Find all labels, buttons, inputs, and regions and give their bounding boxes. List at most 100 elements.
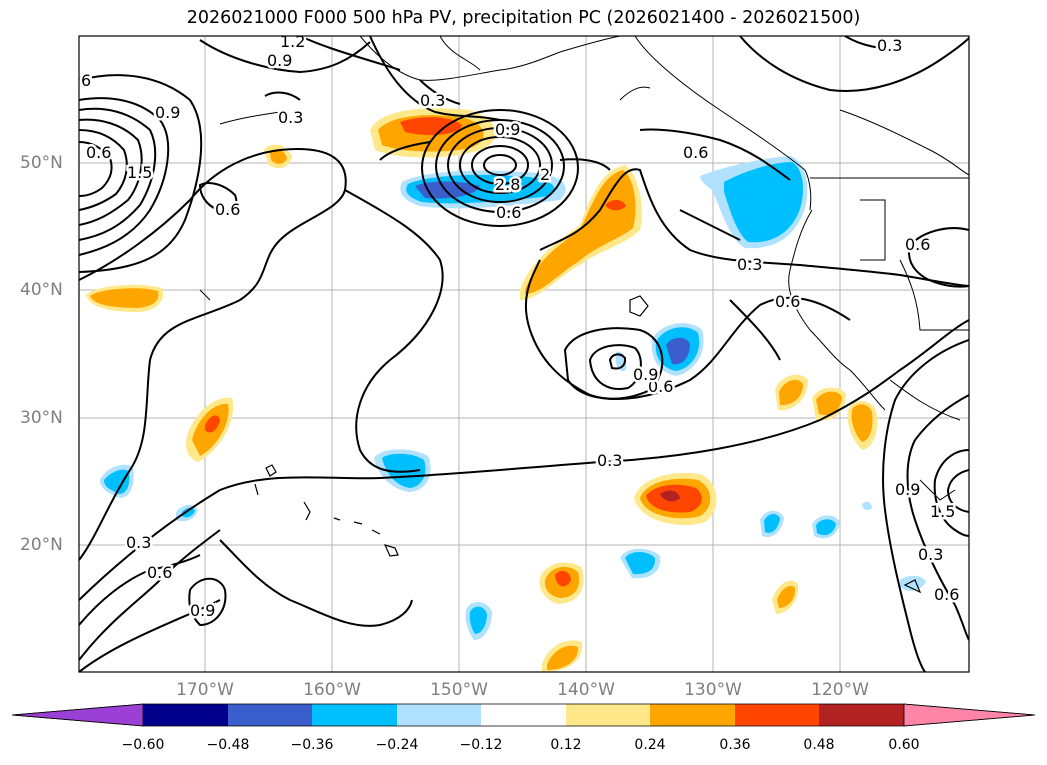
pv-contour <box>79 129 128 211</box>
pv-contour <box>188 577 227 627</box>
lat-label: 30°N <box>20 408 63 428</box>
contour-label: 1.5 <box>930 502 955 521</box>
colorbar-segment <box>735 704 819 726</box>
map-title: 2026021000 F000 500 hPa PV, precipitatio… <box>186 8 861 28</box>
precip-blob <box>270 149 287 164</box>
precip-blob <box>900 575 926 591</box>
contour-label: 0.6 <box>934 585 959 604</box>
pv-contour <box>739 36 969 92</box>
lon-label: 150°W <box>430 680 488 700</box>
contour-label: 1.2 <box>280 32 305 51</box>
colorbar-segment <box>566 704 650 726</box>
precip-blob <box>205 415 220 433</box>
islands <box>254 295 922 594</box>
contour-label: 0.9 <box>495 120 520 139</box>
lon-label: 140°W <box>557 680 615 700</box>
precip-blob <box>816 519 836 536</box>
pv-contour <box>79 118 143 226</box>
contour-label: 6 <box>81 71 91 90</box>
colorbar-segment <box>312 704 397 726</box>
contour-label: 0.3 <box>420 91 445 110</box>
colorbar-segment <box>650 704 735 726</box>
pv-contour <box>459 136 541 194</box>
contour-label-group: 1.2 0.9 0.3 0.9 0.3 0.6 0.6 0.3 0.9 2.8 … <box>79 32 962 623</box>
pv-contour <box>79 97 170 256</box>
pv-contour <box>471 145 529 185</box>
pv-contour <box>299 36 401 71</box>
precip-positive-shading <box>86 108 878 672</box>
precip-blob <box>547 645 579 670</box>
pv-contour <box>729 299 781 361</box>
lon-label: 130°W <box>684 680 742 700</box>
colorbar-tick-label: 0.48 <box>803 737 835 753</box>
colorbar <box>11 703 1036 727</box>
contour-label: 2.8 <box>495 175 520 194</box>
precip-blob <box>525 170 636 294</box>
contour-label: 0.6 <box>648 377 673 396</box>
precip-blob <box>851 404 873 442</box>
lon-label: 160°W <box>303 680 361 700</box>
precip-blob <box>469 606 487 634</box>
lat-label: 40°N <box>20 280 63 300</box>
pv-contour <box>608 353 627 370</box>
precip-blob <box>777 585 796 608</box>
map-frame <box>78 35 970 673</box>
colorbar-tick-label: −0.12 <box>459 737 503 753</box>
pv-contour <box>79 74 203 273</box>
pv-contour <box>198 182 238 213</box>
coastlines <box>199 36 969 501</box>
pv-contour <box>79 148 347 561</box>
colorbar-tick-label: −0.24 <box>375 737 419 753</box>
lat-label: 50°N <box>20 153 63 173</box>
lon-label: 120°W <box>811 680 869 700</box>
pv-contour <box>563 327 664 400</box>
contour-label: 0.3 <box>877 36 902 55</box>
precip-blob <box>90 288 159 308</box>
precip-blob <box>182 507 195 518</box>
contour-label: 0.6 <box>496 203 521 222</box>
precip-blob <box>555 570 571 587</box>
colorbar-segment <box>397 704 481 726</box>
contour-label: 0.6 <box>215 200 240 219</box>
lon-label: 170°W <box>176 680 234 700</box>
precip-blob <box>862 501 872 511</box>
contour-label: 0.9 <box>155 103 180 122</box>
pv-contour <box>908 227 969 288</box>
contour-label: 0.9 <box>895 480 920 499</box>
pv-contour <box>906 394 969 641</box>
precip-negative-shading <box>100 156 926 640</box>
pv-contour <box>844 36 901 50</box>
contour-label: 0.6 <box>683 143 708 162</box>
pv-contour <box>559 158 611 171</box>
pv-contour <box>79 529 221 661</box>
lat-label: 20°N <box>20 535 63 555</box>
colorbar-tick-label: 0.12 <box>550 737 582 753</box>
pv-contour <box>79 319 969 601</box>
colorbar-segment <box>819 704 904 726</box>
precip-blob <box>764 513 780 533</box>
precip-blob <box>660 490 680 502</box>
contour-label: 1.5 <box>127 163 152 182</box>
pv-contour <box>639 128 791 181</box>
pv-contour <box>933 449 969 537</box>
precip-blob <box>104 469 130 494</box>
pv-contour <box>419 79 461 105</box>
pv-contour <box>219 539 413 627</box>
pv-contour <box>264 91 301 101</box>
colorbar-over-arrow <box>903 703 1036 727</box>
pv-contours <box>79 36 969 672</box>
pv-contour <box>79 141 113 197</box>
contour-label: 0.3 <box>278 108 303 127</box>
contour-label: 0.6 <box>147 563 172 582</box>
precip-blob <box>779 379 803 406</box>
pv-contour <box>379 141 431 161</box>
pv-contour <box>369 36 501 121</box>
contour-label: 0.3 <box>597 451 622 470</box>
contour-label: 0.9 <box>190 601 215 620</box>
colorbar-tick-label: −0.60 <box>121 737 165 753</box>
colorbar-segment <box>228 704 312 726</box>
pv-contour <box>588 344 642 390</box>
contour-label: 0.9 <box>633 365 658 384</box>
pv-contour <box>524 259 851 401</box>
